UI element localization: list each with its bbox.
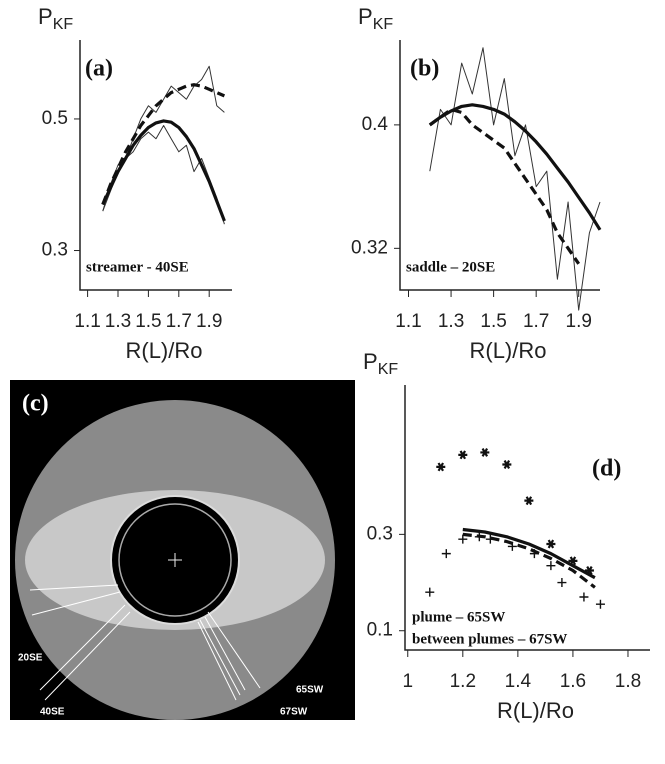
y-axis-title-main: P xyxy=(38,4,53,29)
solar-image: (c) 20SE 40SE 65SW 67SW xyxy=(10,380,355,720)
star-marker xyxy=(524,496,534,506)
x-tick-label: 1.5 xyxy=(135,311,161,332)
plus-marker xyxy=(579,592,589,602)
y-tick-label: 0.5 xyxy=(42,108,68,129)
cut-label: 65SW xyxy=(296,685,324,696)
y-tick-label: 0.1 xyxy=(367,620,393,641)
panel-label: (d) xyxy=(592,456,621,482)
annotation: between plumes – 67SW xyxy=(412,631,567,647)
x-tick-label: 1.6 xyxy=(560,671,586,692)
y-tick-label: 0.4 xyxy=(362,114,389,135)
annotation: plume – 65SW xyxy=(412,609,505,625)
star-marker xyxy=(502,460,512,469)
plus-marker xyxy=(595,599,605,609)
plus-marker xyxy=(546,561,556,571)
panel-label: (b) xyxy=(410,56,439,82)
y-axis-title-main: P xyxy=(363,349,378,374)
y-axis-title-sub: KF xyxy=(378,361,399,378)
series-line xyxy=(428,107,581,265)
y-axis-title-main: P xyxy=(358,4,373,29)
y-axis-title: PKF xyxy=(363,349,398,378)
annotation: saddle – 20SE xyxy=(406,259,495,275)
panel-label: (a) xyxy=(85,56,113,82)
star-marker xyxy=(546,539,556,549)
x-tick-label: 1.5 xyxy=(480,311,506,332)
x-tick-label: 1.1 xyxy=(74,311,100,332)
y-axis-title: PKF xyxy=(358,4,393,33)
x-tick-label: 1.2 xyxy=(450,671,476,692)
star-marker xyxy=(436,462,446,472)
series-line xyxy=(101,83,226,206)
x-axis-title: R(L)/Ro xyxy=(125,338,202,363)
plus-marker xyxy=(557,578,567,588)
axes xyxy=(399,40,600,291)
cut-label: 40SE xyxy=(40,707,65,718)
y-axis-title-sub: KF xyxy=(373,16,394,33)
series-line xyxy=(429,47,601,311)
axes xyxy=(79,40,232,291)
x-tick-label: 1.3 xyxy=(438,311,464,332)
x-axis-title: R(L)/Ro xyxy=(497,698,574,723)
y-tick-label: 0.3 xyxy=(42,240,68,261)
cut-label: 20SE xyxy=(18,653,43,664)
star-marker xyxy=(458,450,468,460)
x-tick-label: 1.7 xyxy=(166,311,192,332)
series-line xyxy=(462,527,596,580)
center xyxy=(168,553,182,567)
axes xyxy=(404,385,650,651)
chart: 1.1 1.3 1.5 1.7 1.9 0.3 0.5 PKF R(L)/Ro (a) stream… xyxy=(38,4,232,363)
radial-cuts xyxy=(29,584,261,701)
chart: 1 1.2 1.4 1.6 1.8 0.1 0.3 PKF R(L)/Ro (d) plume – … xyxy=(363,349,650,723)
y-tick-label: 0.32 xyxy=(351,237,388,258)
x-tick-label: 1.1 xyxy=(395,311,421,332)
plus-marker xyxy=(441,549,451,559)
y-axis-title-sub: KF xyxy=(53,16,74,33)
x-tick-label: 1 xyxy=(402,671,413,692)
plus-marker xyxy=(458,534,468,544)
x-tick-label: 1.8 xyxy=(615,671,641,692)
limb xyxy=(118,503,232,617)
panel-label: (c) xyxy=(22,391,49,417)
cut-label: 67SW xyxy=(280,707,308,718)
plus-marker xyxy=(425,587,435,597)
chart: 1.1 1.3 1.5 1.7 1.9 0.32 0.4 PKF R(L)/Ro (b) saddl… xyxy=(351,4,602,363)
x-tick-label: 1.3 xyxy=(105,311,131,332)
x-tick-label: 1.7 xyxy=(523,311,549,332)
y-axis-title: PKF xyxy=(38,4,73,33)
series-line xyxy=(101,119,226,222)
series-line xyxy=(428,103,602,231)
x-tick-label: 1.4 xyxy=(505,671,532,692)
x-axis-title: R(L)/Ro xyxy=(469,338,546,363)
star-marker xyxy=(480,448,490,457)
x-tick-label: 1.9 xyxy=(196,311,222,332)
annotation: streamer - 40SE xyxy=(86,259,189,275)
y-tick-label: 0.3 xyxy=(367,523,393,544)
x-tick-label: 1.9 xyxy=(566,311,592,332)
series-line xyxy=(462,532,596,589)
